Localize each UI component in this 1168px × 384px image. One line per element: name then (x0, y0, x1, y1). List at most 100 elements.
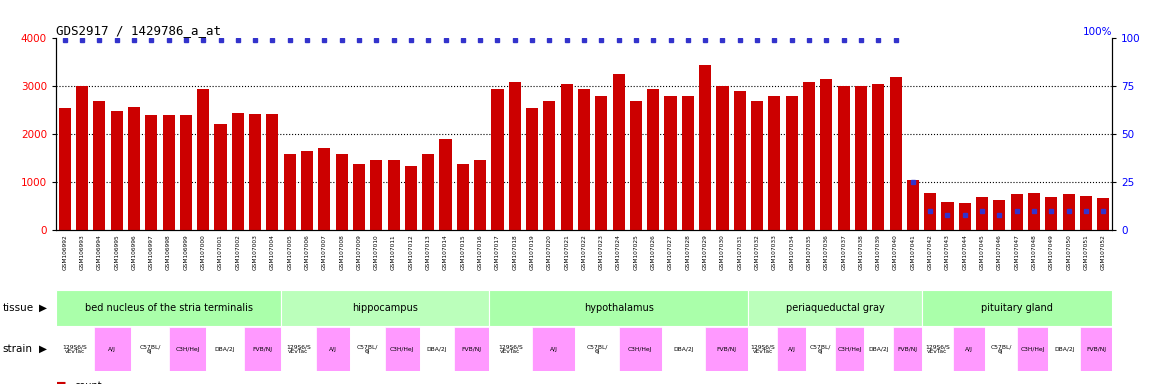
Bar (751, 101, 763, 230)
Bar (454, 327, 488, 371)
Bar (93, 327, 131, 371)
Text: ▶: ▶ (39, 303, 47, 313)
Text: strain: strain (2, 344, 33, 354)
Text: DBA/2J: DBA/2J (1054, 347, 1075, 352)
Bar (647, 89, 659, 230)
Text: GSM107037: GSM107037 (841, 235, 846, 270)
Text: GSM106992: GSM106992 (62, 235, 68, 270)
Bar (716, 86, 729, 230)
Text: 129S6/S
vEvTac: 129S6/S vEvTac (751, 344, 776, 354)
Text: GSM107048: GSM107048 (1031, 235, 1036, 270)
Text: ■: ■ (56, 381, 67, 384)
Bar (488, 290, 749, 326)
Bar (1063, 194, 1075, 230)
Bar (388, 161, 399, 230)
Bar (820, 79, 833, 230)
Bar (180, 115, 192, 230)
Text: GSM107025: GSM107025 (633, 235, 639, 270)
Text: 129S6/S
vEvTac: 129S6/S vEvTac (498, 344, 523, 354)
Text: GSM107026: GSM107026 (651, 235, 655, 270)
Text: A/J: A/J (550, 347, 557, 352)
Text: C3H/HeJ: C3H/HeJ (390, 347, 415, 352)
Text: GSM107004: GSM107004 (270, 235, 274, 270)
Text: GSM107019: GSM107019 (529, 235, 535, 270)
Text: GSM107022: GSM107022 (582, 235, 586, 270)
Text: GSM107030: GSM107030 (719, 235, 725, 270)
Bar (526, 108, 538, 230)
Text: GSM107052: GSM107052 (1100, 235, 1106, 270)
Text: C3H/HeJ: C3H/HeJ (628, 347, 653, 352)
Bar (700, 65, 711, 230)
Bar (835, 327, 864, 371)
Text: GSM107021: GSM107021 (564, 235, 569, 270)
Bar (284, 154, 296, 230)
Text: GSM107002: GSM107002 (235, 235, 241, 270)
Text: C3H/HeJ: C3H/HeJ (1021, 347, 1045, 352)
Bar (802, 81, 815, 230)
Text: periaqueductal gray: periaqueductal gray (786, 303, 884, 313)
Text: tissue: tissue (2, 303, 34, 313)
Text: C57BL/
6J: C57BL/ 6J (357, 344, 378, 354)
Text: DBA/2J: DBA/2J (673, 347, 694, 352)
Bar (777, 327, 806, 371)
Bar (890, 77, 902, 230)
Bar (168, 327, 206, 371)
Text: FVB/NJ: FVB/NJ (717, 347, 737, 352)
Text: GSM107009: GSM107009 (356, 235, 361, 270)
Bar (281, 290, 488, 326)
Bar (749, 290, 922, 326)
Text: GSM107020: GSM107020 (547, 235, 552, 270)
Text: GSM107035: GSM107035 (807, 235, 812, 270)
Text: C57BL/
6J: C57BL/ 6J (586, 344, 607, 354)
Text: GSM107010: GSM107010 (374, 235, 378, 270)
Text: GSM106995: GSM106995 (114, 235, 119, 270)
Bar (488, 327, 533, 371)
Text: GSM106993: GSM106993 (79, 235, 84, 270)
Text: C57BL/
6J: C57BL/ 6J (139, 344, 160, 354)
Text: GSM106997: GSM106997 (148, 235, 154, 270)
Bar (422, 154, 434, 230)
Bar (1080, 327, 1112, 371)
Text: GSM107028: GSM107028 (686, 235, 690, 270)
Bar (705, 327, 749, 371)
Bar (145, 115, 158, 230)
Bar (976, 197, 988, 230)
Bar (892, 327, 922, 371)
Bar (419, 327, 454, 371)
Bar (855, 86, 867, 230)
Bar (93, 101, 105, 230)
Bar (231, 113, 244, 230)
Text: GSM107038: GSM107038 (858, 235, 863, 270)
Bar (319, 148, 331, 230)
Text: FVB/NJ: FVB/NJ (1086, 347, 1106, 352)
Text: A/J: A/J (329, 347, 336, 352)
Text: A/J: A/J (787, 347, 795, 352)
Text: GSM107039: GSM107039 (876, 235, 881, 270)
Text: GSM107005: GSM107005 (287, 235, 292, 270)
Text: GSM107042: GSM107042 (927, 235, 933, 270)
Text: GSM107011: GSM107011 (391, 235, 396, 270)
Bar (370, 161, 382, 230)
Bar (906, 180, 919, 230)
Bar (543, 101, 556, 230)
Text: FVB/NJ: FVB/NJ (252, 347, 272, 352)
Text: GSM107031: GSM107031 (737, 235, 743, 270)
Bar (385, 327, 419, 371)
Bar (281, 327, 315, 371)
Text: GSM107050: GSM107050 (1066, 235, 1071, 270)
Text: GSM107006: GSM107006 (305, 235, 310, 270)
Text: A/J: A/J (965, 347, 973, 352)
Bar (533, 327, 576, 371)
Bar (1049, 327, 1080, 371)
Text: GSM107018: GSM107018 (513, 235, 517, 270)
Bar (612, 74, 625, 230)
Text: ▶: ▶ (39, 344, 47, 354)
Bar (335, 154, 348, 230)
Text: GSM107033: GSM107033 (772, 235, 777, 270)
Bar (206, 327, 244, 371)
Text: 129S6/S
vEvTac: 129S6/S vEvTac (62, 344, 88, 354)
Bar (786, 96, 798, 230)
Bar (1028, 193, 1040, 230)
Bar (576, 327, 619, 371)
Bar (630, 101, 642, 230)
